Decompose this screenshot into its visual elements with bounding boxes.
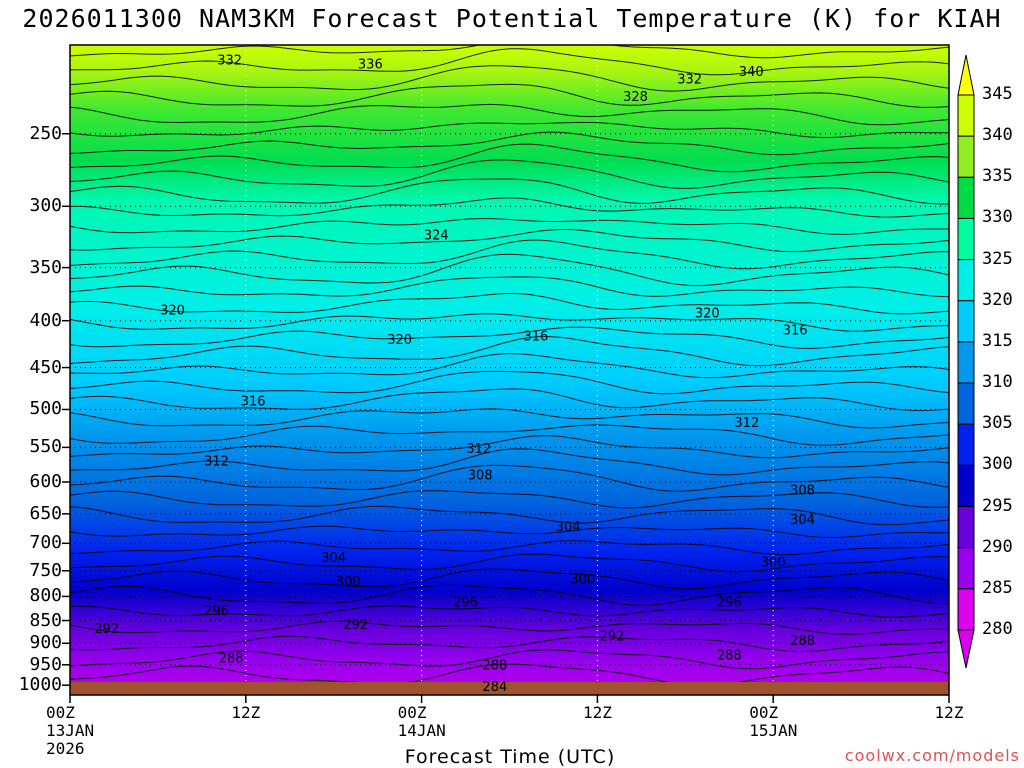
contour-label-288: 288 — [717, 648, 742, 663]
colorbar-segment-335 — [957, 135, 975, 178]
x-ticks — [69, 695, 950, 703]
y-tick-label-500: 500 — [29, 398, 62, 420]
contour-label-300: 300 — [336, 575, 361, 590]
contour-lines — [70, 45, 949, 687]
colorbar — [957, 54, 975, 669]
x-tick-label-60: 12Z — [934, 703, 964, 722]
plot-frame — [69, 44, 950, 696]
colorbar-segment-340 — [957, 94, 975, 137]
contour-label-332: 332 — [677, 72, 702, 87]
contour-label-296: 296 — [717, 595, 742, 610]
colorbar-label-295: 295 — [982, 495, 1013, 516]
chart-title: 2026011300 NAM3KM Forecast Potential Tem… — [22, 4, 1002, 33]
y-tick-label-400: 400 — [29, 309, 62, 331]
contour-label-336: 336 — [358, 57, 383, 72]
contour-label-320: 320 — [387, 333, 412, 348]
colorbar-segment-330 — [957, 176, 975, 219]
contour-label-308: 308 — [468, 468, 493, 483]
colorbar-segment-295 — [957, 464, 975, 508]
contour-label-288: 288 — [790, 634, 815, 649]
y-tick-label-300: 300 — [29, 195, 62, 217]
colorbar-label-330: 330 — [982, 207, 1013, 228]
contour-label-288: 288 — [482, 659, 507, 674]
x-tick-label-12: 12Z — [231, 703, 261, 722]
x-tick-label-24: 00Z 14JAN — [397, 703, 446, 740]
y-ticks — [62, 133, 70, 686]
colorbar-segment-305 — [957, 382, 975, 425]
contour-label-320: 320 — [160, 304, 185, 319]
colorbar-label-335: 335 — [982, 166, 1013, 187]
contour-label-316: 316 — [523, 329, 548, 344]
contour-label-300: 300 — [761, 556, 786, 571]
contour-label-288: 288 — [219, 651, 244, 666]
y-tick-label-250: 250 — [29, 122, 62, 144]
colorbar-segment-300 — [957, 423, 975, 466]
y-tick-label-750: 750 — [29, 559, 62, 581]
colorbar-bottom-arrow — [957, 629, 975, 669]
colorbar-label-290: 290 — [982, 536, 1013, 557]
contour-label-284: 284 — [482, 680, 507, 695]
y-tick-label-600: 600 — [29, 470, 62, 492]
contour-label-292: 292 — [343, 618, 368, 633]
y-tick-label-900: 900 — [29, 632, 62, 654]
y-tick-label-800: 800 — [29, 585, 62, 607]
x-axis-title: Forecast Time (UTC) — [404, 746, 616, 768]
y-tick-label-350: 350 — [29, 256, 62, 278]
colorbar-segment-290 — [957, 506, 975, 549]
contour-labels: 336 332 332 340 328 324 320 320 320 316 316 316 312 3… — [94, 54, 815, 696]
contour-label-300: 300 — [570, 573, 595, 588]
colorbar-segment-320 — [957, 259, 975, 302]
contour-label-316: 316 — [241, 394, 266, 409]
y-tick-label-450: 450 — [29, 356, 62, 378]
ground-surface — [70, 682, 949, 695]
colorbar-label-325: 325 — [982, 248, 1013, 269]
contour-label-292: 292 — [600, 630, 625, 645]
contour-label-312: 312 — [734, 416, 759, 431]
colorbar-top-arrow — [957, 54, 975, 96]
contour-label-328: 328 — [623, 90, 648, 105]
y-tick-label-1000: 1000 — [18, 674, 62, 696]
contour-label-296: 296 — [453, 595, 478, 610]
contour-label-324: 324 — [424, 229, 449, 244]
contour-label-316: 316 — [783, 324, 808, 339]
colorbar-label-345: 345 — [982, 84, 1013, 104]
colorbar-label-285: 285 — [982, 577, 1013, 598]
colorbar-label-310: 310 — [982, 372, 1013, 393]
contour-label-304: 304 — [790, 513, 815, 528]
colorbar-segment-325 — [957, 217, 975, 261]
colorbar-segment-280 — [957, 588, 975, 631]
contour-label-320: 320 — [695, 307, 720, 322]
colorbar-segment-315 — [957, 300, 975, 343]
y-tick-label-950: 950 — [29, 653, 62, 675]
contour-label-340: 340 — [739, 65, 764, 80]
x-tick-label-36: 12Z — [582, 703, 612, 722]
x-tick-label-0: 00Z 13JAN 2026 — [46, 703, 95, 758]
contour-label-304: 304 — [321, 551, 346, 566]
colorbar-label-320: 320 — [982, 289, 1013, 310]
colorbar-label-280: 280 — [982, 619, 1013, 639]
contour-label-292: 292 — [94, 622, 119, 637]
contour-label-312: 312 — [466, 442, 491, 457]
y-tick-label-700: 700 — [29, 532, 62, 554]
credit-link[interactable]: coolwx.com/models — [844, 746, 1020, 765]
y-tick-label-550: 550 — [29, 436, 62, 458]
colorbar-label-315: 315 — [982, 330, 1013, 351]
colorbar-label-305: 305 — [982, 413, 1013, 434]
contour-label-312: 312 — [204, 455, 229, 470]
colorbar-label-340: 340 — [982, 125, 1013, 146]
contour-label-308: 308 — [790, 484, 815, 499]
y-tick-label-650: 650 — [29, 502, 62, 524]
x-tick-label-48: 00Z 15JAN — [749, 703, 798, 740]
colorbar-segment-285 — [957, 547, 975, 590]
y-tick-label-850: 850 — [29, 609, 62, 631]
colorbar-label-300: 300 — [982, 454, 1013, 475]
contour-label-296: 296 — [204, 604, 229, 619]
contour-label-304: 304 — [556, 520, 581, 535]
contour-label-332: 332 — [217, 54, 242, 69]
colorbar-segment-310 — [957, 341, 975, 384]
